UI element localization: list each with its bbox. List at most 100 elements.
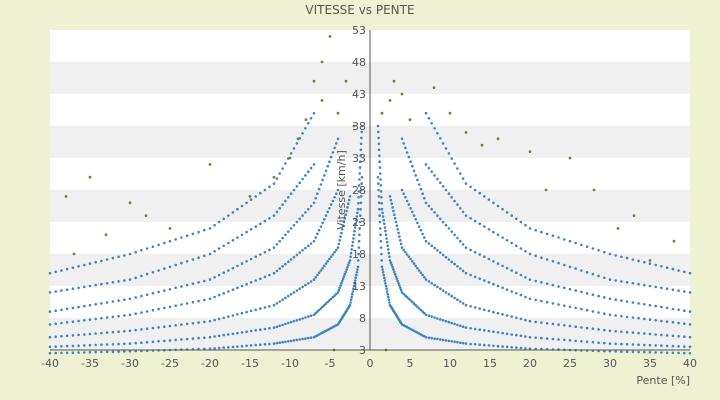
data-point	[213, 223, 216, 227]
data-point	[427, 280, 431, 283]
data-point	[236, 313, 239, 316]
data-point	[501, 264, 504, 268]
data-point	[643, 350, 646, 354]
data-point	[347, 198, 351, 202]
data-point	[444, 339, 448, 342]
data-point	[317, 187, 321, 191]
data-point	[275, 177, 279, 180]
data-point	[540, 256, 543, 260]
data-point	[326, 210, 330, 214]
data-point	[351, 244, 354, 248]
data-point	[416, 221, 419, 225]
data-point	[432, 86, 436, 89]
data-point	[357, 202, 360, 205]
data-point	[231, 314, 235, 317]
data-point	[505, 288, 509, 292]
data-point	[222, 217, 225, 221]
data-point	[343, 272, 347, 276]
data-point	[326, 260, 330, 263]
data-point	[386, 292, 390, 296]
data-point	[544, 188, 548, 192]
data-point	[510, 315, 513, 318]
data-point	[339, 235, 342, 238]
data-point	[284, 262, 287, 266]
data-point	[213, 276, 216, 279]
data-point	[381, 215, 385, 218]
data-point	[203, 320, 206, 324]
data-point	[478, 222, 482, 226]
data-point	[268, 185, 271, 189]
data-point	[83, 304, 86, 308]
data-point	[501, 207, 504, 211]
data-point	[163, 306, 166, 310]
data-point	[72, 252, 76, 256]
data-point	[496, 311, 500, 315]
data-point	[447, 192, 451, 195]
data-point	[574, 339, 577, 343]
data-point	[278, 341, 282, 345]
data-point	[341, 279, 344, 283]
data-point	[643, 260, 646, 264]
data-point	[643, 343, 646, 347]
data-point	[117, 314, 120, 318]
data-point	[245, 260, 248, 263]
data-point	[660, 351, 663, 354]
data-point	[545, 322, 549, 325]
data-point	[185, 337, 189, 341]
data-point	[534, 279, 537, 283]
data-point	[54, 345, 57, 348]
data-point	[289, 192, 293, 195]
data-point	[292, 255, 296, 259]
data-point	[358, 178, 361, 181]
data-point	[213, 347, 216, 350]
data-point	[323, 303, 326, 307]
data-point	[409, 207, 412, 210]
data-point	[377, 136, 380, 140]
data-point	[404, 294, 407, 297]
data-point	[326, 164, 330, 168]
data-point	[180, 303, 183, 306]
data-point	[404, 196, 407, 199]
x-tick-label: 40	[683, 357, 697, 370]
data-point	[94, 332, 97, 335]
data-point	[399, 239, 402, 242]
data-point	[289, 320, 293, 324]
data-point	[227, 315, 230, 318]
data-point	[603, 328, 606, 332]
data-point	[510, 290, 513, 293]
data-point	[414, 264, 418, 268]
x-tick-label: -25	[161, 357, 179, 370]
data-point	[350, 248, 354, 251]
data-point	[360, 188, 363, 192]
data-point	[134, 328, 137, 332]
data-point	[632, 214, 636, 218]
data-point	[568, 287, 572, 291]
data-point	[296, 137, 300, 141]
data-point	[417, 307, 421, 310]
x-tick-label: 30	[603, 357, 617, 370]
data-point	[100, 302, 103, 305]
data-point	[379, 227, 382, 230]
data-point	[117, 342, 120, 346]
data-point	[217, 247, 221, 250]
data-point	[478, 307, 482, 310]
data-point	[350, 295, 354, 299]
data-point	[464, 342, 468, 345]
data-point	[111, 300, 115, 303]
data-point	[317, 228, 321, 232]
data-point	[483, 343, 486, 347]
data-point	[439, 287, 442, 291]
data-point	[545, 232, 549, 236]
data-point	[180, 323, 183, 326]
data-point	[683, 270, 686, 274]
data-point	[355, 218, 358, 222]
data-point	[217, 317, 221, 321]
data-point	[60, 345, 63, 348]
data-point	[614, 279, 617, 282]
data-point	[359, 142, 363, 146]
data-point	[427, 166, 431, 170]
data-point	[222, 316, 225, 320]
data-point	[145, 310, 149, 313]
data-point	[450, 260, 454, 264]
data-point	[245, 344, 248, 348]
